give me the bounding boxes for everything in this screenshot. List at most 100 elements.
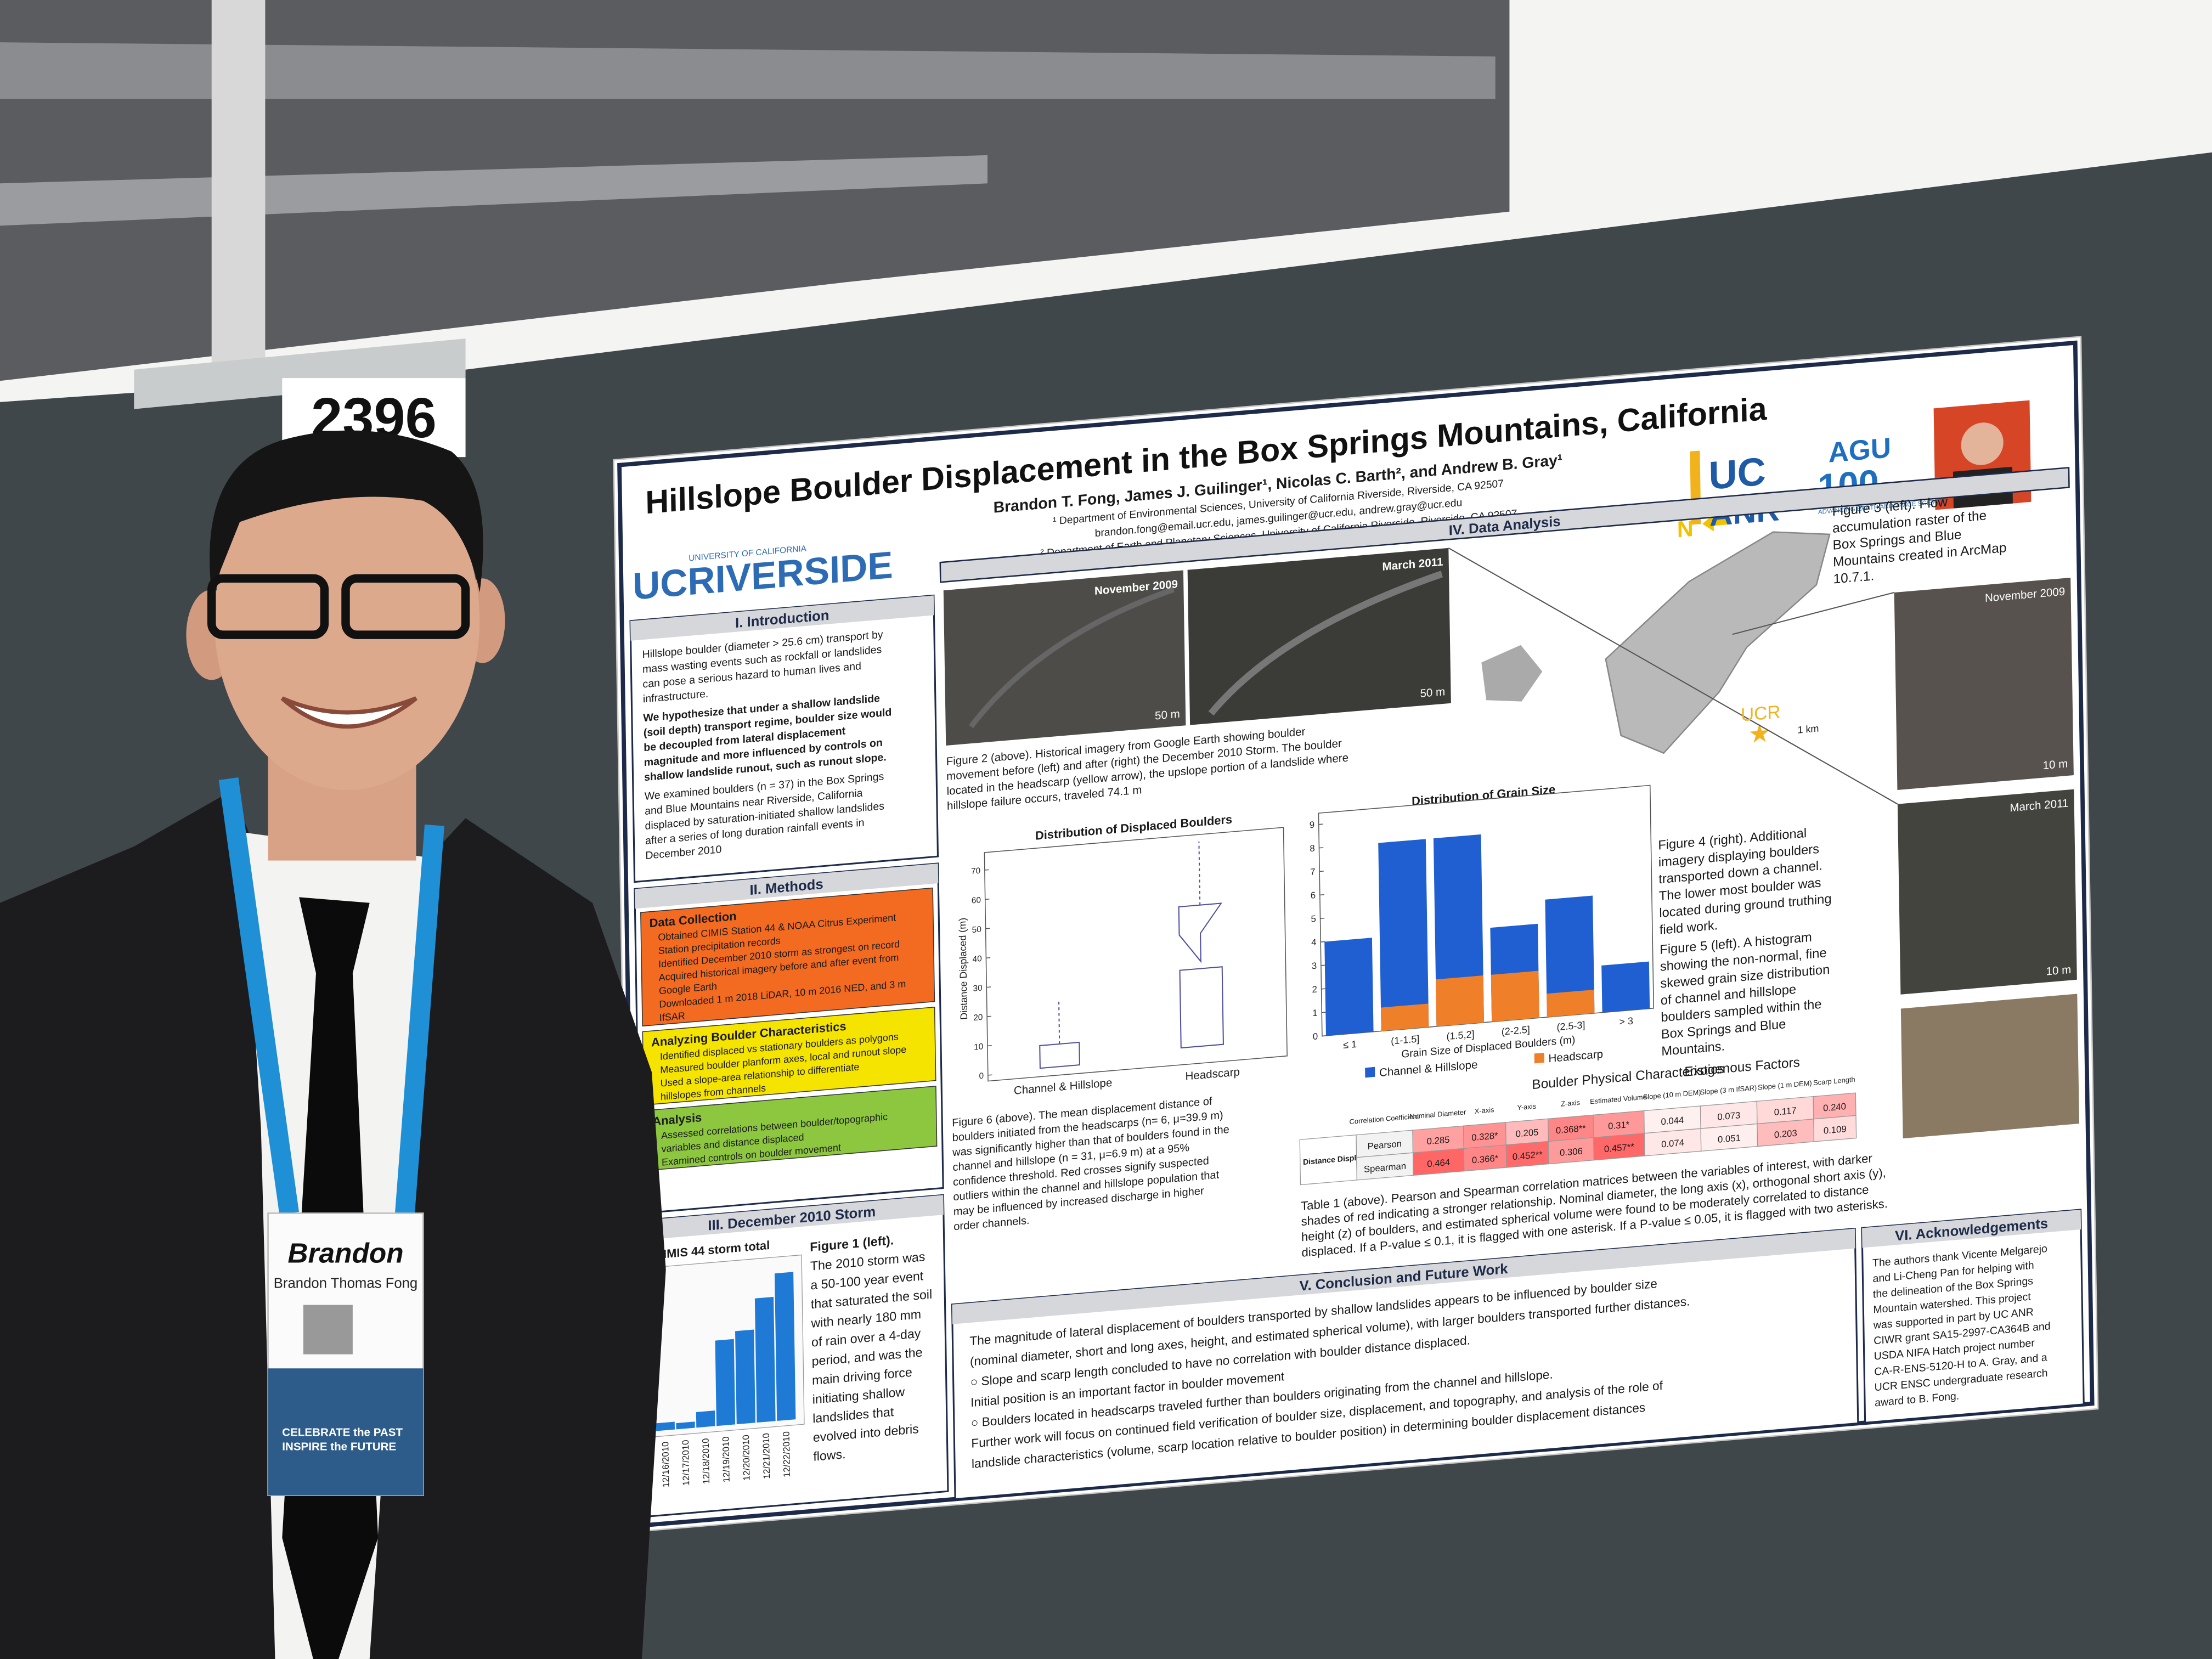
table-cell-text: 0.051	[1718, 1132, 1741, 1144]
bar	[1547, 989, 1595, 1018]
y-tick-label: 0	[1313, 1031, 1318, 1042]
y-tick-label: 50	[972, 925, 981, 935]
storm-date: 12/22/2010	[781, 1431, 792, 1477]
image-texture	[969, 586, 1175, 729]
north-arrow	[1702, 514, 1731, 532]
table-cell-text: 0.368**	[1556, 1123, 1587, 1136]
caption-line: 10.7.1.	[1833, 568, 1874, 586]
badge-name: Brandon	[287, 1237, 403, 1268]
x-tick-label: ≤ 1	[1343, 1039, 1357, 1051]
text-line: flows.	[813, 1447, 846, 1464]
tick-mark	[985, 899, 990, 900]
leader-line	[1448, 547, 1898, 805]
watershed-map	[1605, 531, 1831, 754]
y-tick-label: 1	[1312, 1007, 1318, 1018]
table-cell-text: 0.306	[1560, 1146, 1583, 1158]
table-cell-text: 0.285	[1426, 1135, 1449, 1147]
leader-line	[1732, 591, 1894, 635]
table-cell-text: 0.31*	[1608, 1119, 1630, 1131]
logo-agu: AGU	[1828, 431, 1891, 468]
table-cell	[1813, 1115, 1857, 1142]
y-tick-label: 8	[1310, 843, 1315, 854]
scale-label: 50 m	[1420, 685, 1445, 700]
storm-bar	[735, 1329, 755, 1425]
scale-label: 10 m	[2046, 963, 2071, 978]
table-column-header: Z-axis	[1561, 1098, 1580, 1108]
y-tick-label: 70	[971, 866, 980, 876]
badge-slogan: INSPIRE the FUTURE	[282, 1440, 396, 1453]
axis-label: Distance Displaced (m)	[957, 917, 969, 1020]
storm-bar	[754, 1296, 776, 1423]
legend-swatch	[1365, 1066, 1375, 1078]
lanyard	[218, 777, 299, 1215]
ceiling-beam	[0, 42, 1496, 99]
tick-mark	[1318, 823, 1323, 825]
boxplot-whisker	[1198, 841, 1201, 905]
storm-date: 12/17/2010	[680, 1440, 691, 1486]
smile	[280, 696, 417, 729]
plot-frame	[984, 827, 1288, 1082]
badge-full-name: Brandon Thomas Fong	[274, 1276, 417, 1291]
table-column-header: Scarp Length	[1813, 1075, 1855, 1087]
y-tick-label: 40	[972, 954, 981, 964]
table-cell-text: 0.044	[1661, 1115, 1684, 1127]
field-photo	[1900, 994, 2080, 1139]
badge-banner	[268, 1368, 424, 1496]
method-block	[640, 887, 935, 1027]
table-cell-text: 0.366*	[1472, 1153, 1499, 1165]
y-tick-label: 5	[1311, 913, 1316, 924]
legend-swatch	[1534, 1052, 1544, 1064]
y-tick-label: 60	[972, 895, 981, 905]
map-scale-label: 1 km	[1797, 723, 1819, 736]
tick-mark	[1321, 964, 1325, 966]
x-tick-label: (2-2.5]	[1502, 1024, 1530, 1037]
bar	[1491, 970, 1539, 1022]
table-cell-text: 0.074	[1661, 1137, 1684, 1149]
bar	[1324, 938, 1374, 1036]
glasses	[207, 574, 329, 639]
x-tick-label: (1.5,2]	[1446, 1029, 1474, 1042]
y-tick-label: 20	[973, 1013, 983, 1023]
section-heading-bar	[630, 595, 934, 641]
y-tick-label: 0	[979, 1071, 984, 1081]
bar	[1601, 961, 1650, 1013]
hair	[210, 430, 483, 592]
tick-mark	[986, 986, 991, 988]
table-cell-text: 0.328*	[1471, 1130, 1498, 1143]
text-line: IfSAR	[659, 1010, 685, 1023]
y-tick-label: 2	[1312, 984, 1317, 995]
tick-mark	[1319, 871, 1324, 872]
y-tick-label: 9	[1310, 820, 1315, 831]
author-photo-face	[1961, 422, 2004, 465]
bar	[1378, 839, 1429, 1031]
x-tick-label: (1-1.5]	[1391, 1033, 1419, 1046]
table-cell-text: 0.203	[1774, 1128, 1797, 1140]
watershed-map	[1481, 645, 1543, 702]
bar	[1545, 895, 1595, 1018]
field-image	[1897, 789, 2077, 995]
scale-label: 10 m	[2042, 757, 2068, 772]
table-cell-text: 0.240	[1823, 1101, 1846, 1113]
tick-mark	[985, 928, 990, 929]
table-column-header: Y-axis	[1517, 1102, 1536, 1112]
map-label: UCR	[1741, 702, 1781, 726]
table-cell-text: 0.109	[1824, 1124, 1847, 1136]
y-tick-label: 30	[973, 983, 982, 993]
map-label: N	[1677, 516, 1694, 542]
storm-bar	[715, 1339, 736, 1426]
x-tick-label: > 3	[1619, 1015, 1633, 1028]
table-cell-text: 0.464	[1427, 1157, 1450, 1169]
storm-date: 12/16/2010	[660, 1441, 671, 1488]
ucr-star: ★	[1748, 718, 1771, 748]
person: Brandon Brandon Thomas Fong CELEBRATE th…	[0, 430, 666, 1659]
y-tick-label: 7	[1310, 866, 1316, 877]
storm-bar	[774, 1272, 796, 1421]
storm-bar	[696, 1410, 715, 1428]
table-cell-text: 0.073	[1717, 1110, 1740, 1122]
satellite-image	[943, 570, 1186, 746]
storm-date: 12/21/2010	[761, 1432, 772, 1479]
section-heading-bar	[939, 466, 2070, 583]
storm-date: 12/19/2010	[720, 1436, 731, 1483]
bar	[1381, 1003, 1429, 1031]
